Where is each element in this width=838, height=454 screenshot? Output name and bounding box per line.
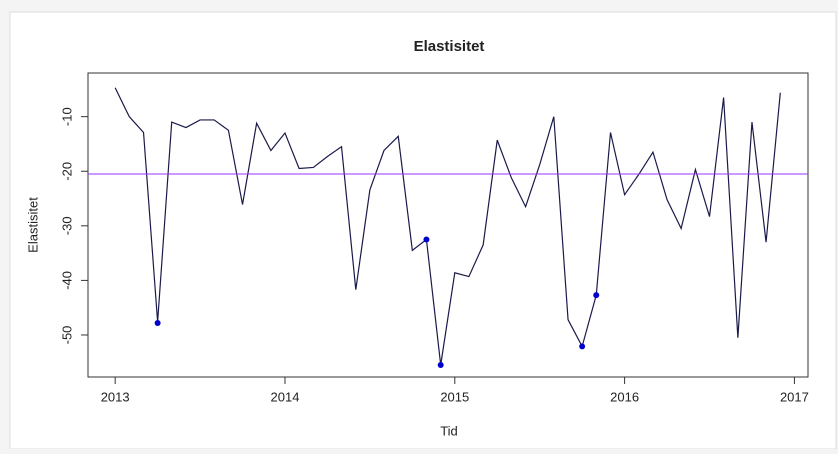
plot-box — [87, 72, 809, 378]
x-tick-label: 2015 — [440, 389, 469, 404]
marker — [593, 292, 600, 299]
x-tick-label: 2013 — [101, 389, 130, 404]
x-tick-label: 2014 — [271, 389, 300, 404]
chart-title: Elastisitet — [414, 38, 485, 55]
marker — [423, 236, 430, 243]
y-tick-label: -30 — [59, 216, 74, 235]
y-axis-label: Elastisitet — [25, 197, 40, 253]
x-tick-label: 2016 — [610, 389, 639, 404]
y-tick-label: -50 — [59, 326, 74, 345]
y-tick-label: -40 — [59, 271, 74, 290]
data-line — [114, 87, 781, 366]
marker — [154, 319, 161, 326]
y-tick-label: -20 — [59, 162, 74, 181]
y-tick-label: -10 — [59, 107, 74, 126]
figure — [9, 11, 837, 450]
marker — [579, 343, 586, 350]
marker — [437, 361, 444, 368]
x-tick-label: 2017 — [780, 389, 809, 404]
x-axis-label: Tid — [440, 423, 458, 438]
